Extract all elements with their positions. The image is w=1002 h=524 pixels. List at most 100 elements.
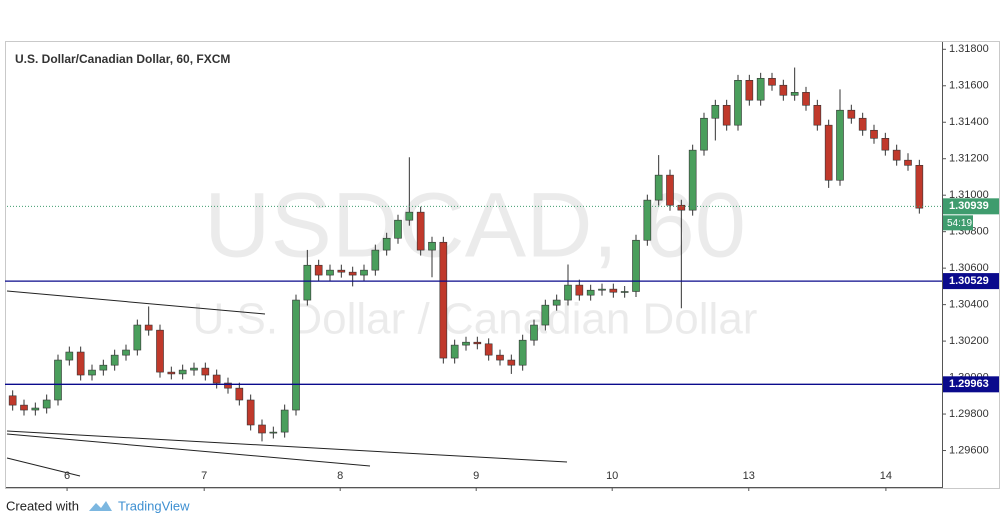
y-tick-label: 1.31800: [949, 43, 989, 55]
trend-line: [6, 290, 266, 315]
candle-body: [450, 344, 459, 359]
watermark-subtitle: U.S. Dollar / Canadian Dollar: [193, 295, 758, 344]
hline-label: 1.30529: [949, 275, 989, 287]
candle-body: [677, 204, 686, 211]
candle-body: [246, 399, 255, 426]
candle-body: [654, 174, 663, 201]
x-tick-label: 14: [880, 470, 892, 482]
candle-body: [609, 288, 618, 293]
x-tick-label: 6: [64, 470, 70, 482]
x-tick-label: 8: [337, 470, 343, 482]
candle-body: [122, 349, 130, 356]
candle-body: [802, 92, 810, 106]
candle-body: [462, 341, 470, 346]
trend-line: [6, 433, 371, 467]
x-tick-label: 13: [743, 470, 755, 482]
candle-body: [620, 291, 629, 293]
y-tick-label: 1.29800: [949, 408, 989, 420]
candle-body: [813, 104, 822, 126]
candle-body: [541, 304, 550, 326]
candle-body: [496, 354, 504, 361]
candle-body: [42, 399, 51, 409]
candle-body: [133, 324, 142, 351]
candle-body: [326, 269, 334, 276]
candle-body: [530, 324, 538, 341]
y-tick-label: 1.31400: [949, 116, 989, 128]
trend-lines: [6, 290, 568, 477]
candle-body: [711, 104, 720, 119]
candle-body: [292, 299, 300, 411]
candle-body: [371, 249, 380, 271]
candle-body: [643, 199, 652, 241]
candle-body: [314, 264, 323, 276]
candle-body: [258, 424, 266, 434]
candle-body: [303, 264, 312, 301]
candle-body: [881, 137, 890, 151]
candle-body: [31, 407, 40, 411]
candle-body: [178, 369, 187, 375]
candle-body: [632, 239, 640, 292]
candle-body: [666, 174, 674, 206]
candle-body: [235, 387, 244, 401]
candle-body: [144, 324, 153, 331]
candle-body: [156, 329, 164, 373]
candle-body: [586, 289, 595, 296]
candle-body: [8, 395, 17, 406]
candle-body: [484, 343, 493, 356]
candle-body: [76, 351, 85, 376]
candle-body: [904, 159, 912, 166]
candle-body: [280, 409, 289, 433]
candle-body: [20, 404, 28, 411]
tradingview-logo: [89, 501, 112, 511]
candle-body: [54, 359, 62, 401]
candle-body: [552, 299, 561, 306]
candle-body: [507, 359, 516, 366]
candle-body: [688, 149, 697, 211]
footer-bar: [0, 489, 1002, 524]
candle-body: [700, 117, 708, 151]
trend-line: [6, 430, 568, 463]
candle-body: [201, 367, 210, 376]
hline-label: 1.29963: [949, 378, 989, 390]
candle-body: [337, 269, 346, 273]
candle-body: [416, 211, 425, 251]
candle-body: [212, 374, 221, 384]
candle-body: [564, 284, 572, 301]
y-tick-label: 1.30400: [949, 299, 989, 311]
last-price-label: 1.30939: [949, 200, 989, 212]
candle-body: [847, 109, 856, 119]
hline-badge: [943, 273, 999, 290]
candle-body: [65, 351, 74, 361]
footer-prefix: Created with: [6, 498, 79, 513]
candle-body: [360, 269, 368, 276]
hline-badge: [943, 376, 999, 393]
chart-frame: [5, 41, 1000, 489]
y-tick-label: 1.31600: [949, 80, 989, 92]
countdown: 54:19: [947, 218, 972, 229]
candle-body: [167, 371, 176, 375]
footer-brand[interactable]: TradingView: [118, 498, 190, 513]
candle-body: [405, 211, 414, 221]
y-tick-label: 1.31000: [949, 189, 989, 201]
candle-body: [745, 79, 754, 101]
candle-body: [790, 92, 799, 96]
candle-body: [88, 369, 96, 376]
candle-body: [734, 79, 742, 126]
x-tick-label: 10: [606, 470, 618, 482]
candle-body: [99, 364, 108, 371]
plot: [8, 67, 924, 442]
candle-body: [575, 284, 584, 296]
candle-body: [836, 109, 844, 181]
y-tick-label: 1.30200: [949, 335, 989, 347]
x-tick-label: 9: [473, 470, 479, 482]
candle-body: [768, 77, 776, 86]
x-tick-label: 7: [201, 470, 207, 482]
candle-body: [110, 354, 119, 366]
candle-body: [756, 77, 765, 101]
y-tick-label: 1.29600: [949, 444, 989, 456]
candle-body: [190, 367, 198, 371]
y-tick-label: 1.30600: [949, 262, 989, 274]
candle-body: [722, 104, 731, 126]
